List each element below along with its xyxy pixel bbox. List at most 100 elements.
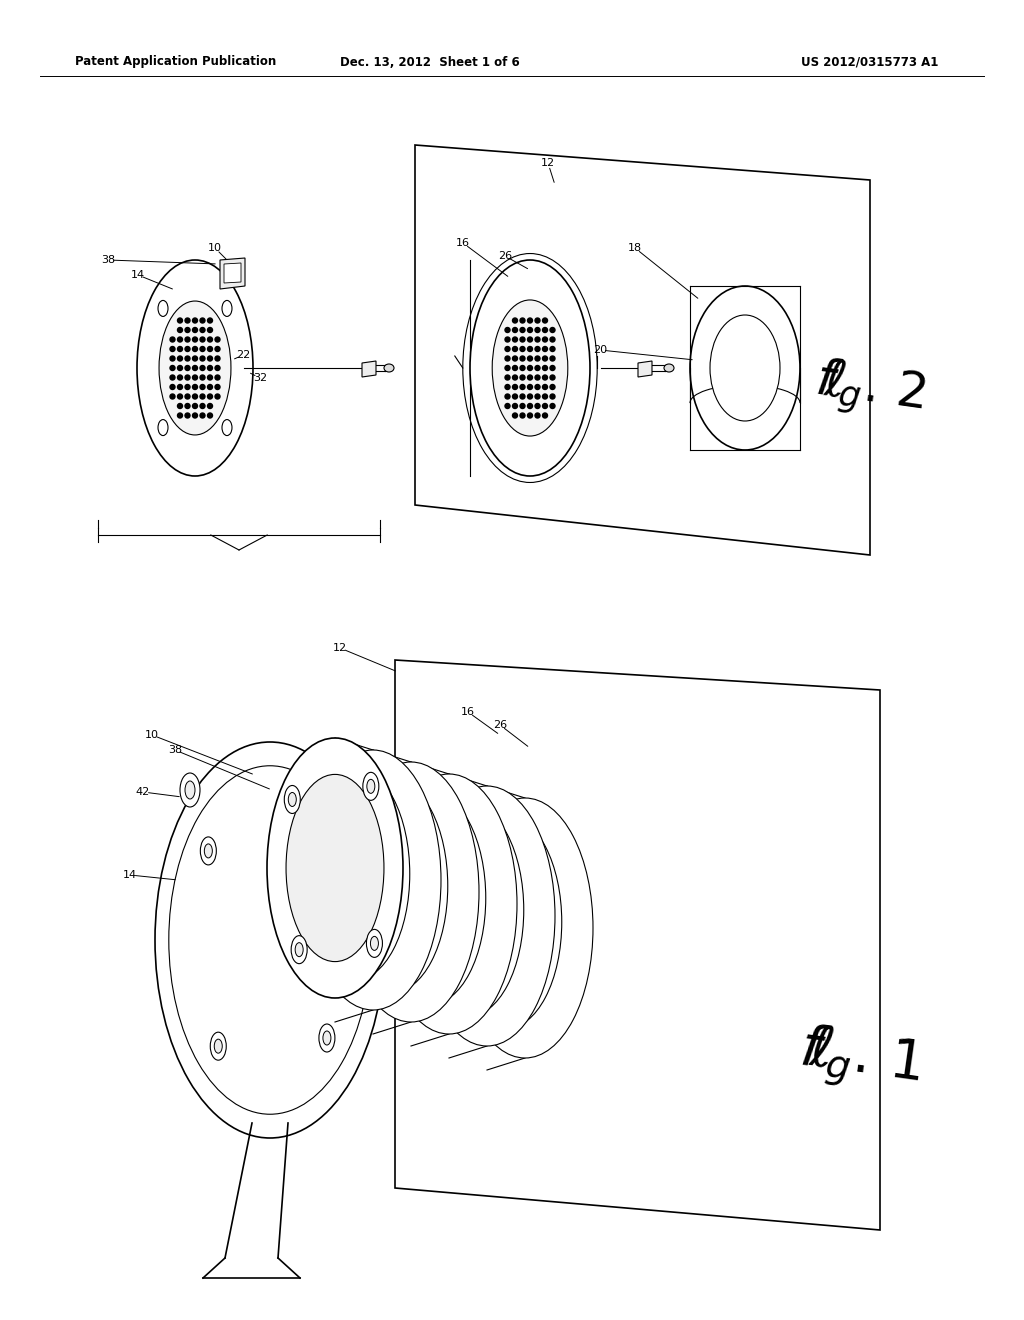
Circle shape [170, 337, 175, 342]
Ellipse shape [371, 936, 379, 950]
Ellipse shape [286, 775, 384, 961]
Polygon shape [220, 257, 245, 289]
Circle shape [543, 384, 548, 389]
Circle shape [177, 337, 182, 342]
Circle shape [170, 346, 175, 351]
Ellipse shape [222, 301, 232, 317]
Ellipse shape [158, 420, 168, 436]
Ellipse shape [493, 300, 567, 436]
Circle shape [550, 366, 555, 371]
Ellipse shape [313, 820, 330, 847]
Text: Dec. 13, 2012  Sheet 1 of 6: Dec. 13, 2012 Sheet 1 of 6 [340, 55, 520, 69]
Polygon shape [395, 660, 880, 1230]
Ellipse shape [158, 301, 168, 317]
Circle shape [535, 366, 540, 371]
Circle shape [170, 356, 175, 360]
Circle shape [215, 366, 220, 371]
Circle shape [520, 366, 525, 371]
Circle shape [208, 393, 213, 399]
Circle shape [512, 413, 517, 418]
Text: 14: 14 [131, 271, 145, 280]
Circle shape [208, 356, 213, 360]
Circle shape [177, 366, 182, 371]
Circle shape [520, 393, 525, 399]
Circle shape [543, 346, 548, 351]
Circle shape [512, 384, 517, 389]
Circle shape [520, 346, 525, 351]
Circle shape [512, 375, 517, 380]
Circle shape [520, 337, 525, 342]
Circle shape [193, 356, 198, 360]
Text: US 2012/0315773 A1: US 2012/0315773 A1 [802, 55, 939, 69]
Ellipse shape [470, 260, 590, 477]
Ellipse shape [451, 816, 562, 1028]
Ellipse shape [664, 364, 674, 372]
Ellipse shape [210, 1032, 226, 1060]
Circle shape [535, 404, 540, 408]
Circle shape [512, 327, 517, 333]
Text: 12: 12 [333, 643, 347, 653]
Circle shape [527, 366, 532, 371]
Circle shape [535, 384, 540, 389]
Circle shape [193, 393, 198, 399]
Circle shape [512, 318, 517, 323]
Circle shape [170, 366, 175, 371]
Circle shape [512, 346, 517, 351]
Circle shape [170, 393, 175, 399]
Circle shape [550, 375, 555, 380]
Circle shape [520, 375, 525, 380]
Circle shape [543, 366, 548, 371]
Circle shape [208, 337, 213, 342]
Circle shape [177, 346, 182, 351]
Text: 10: 10 [145, 730, 159, 741]
Ellipse shape [180, 774, 200, 807]
Ellipse shape [367, 779, 375, 793]
Circle shape [550, 404, 555, 408]
Ellipse shape [291, 936, 307, 964]
Circle shape [512, 356, 517, 360]
Circle shape [208, 327, 213, 333]
Circle shape [193, 327, 198, 333]
Ellipse shape [285, 785, 300, 813]
Text: 26: 26 [493, 719, 507, 730]
Circle shape [200, 337, 205, 342]
Circle shape [193, 318, 198, 323]
Circle shape [185, 384, 190, 389]
Ellipse shape [305, 750, 441, 1010]
Circle shape [527, 327, 532, 333]
Polygon shape [638, 360, 652, 378]
Circle shape [535, 393, 540, 399]
Circle shape [193, 366, 198, 371]
Circle shape [208, 375, 213, 380]
Circle shape [543, 356, 548, 360]
Ellipse shape [185, 781, 195, 799]
Ellipse shape [362, 772, 379, 800]
Text: 26: 26 [498, 251, 512, 261]
Circle shape [215, 356, 220, 360]
Circle shape [177, 404, 182, 408]
Circle shape [200, 346, 205, 351]
Circle shape [193, 413, 198, 418]
Circle shape [505, 366, 510, 371]
Circle shape [185, 318, 190, 323]
Circle shape [215, 346, 220, 351]
Circle shape [527, 346, 532, 351]
Circle shape [550, 346, 555, 351]
Circle shape [543, 393, 548, 399]
Circle shape [177, 393, 182, 399]
Circle shape [185, 413, 190, 418]
Circle shape [185, 366, 190, 371]
Circle shape [170, 384, 175, 389]
Circle shape [185, 404, 190, 408]
Ellipse shape [413, 804, 523, 1016]
Ellipse shape [137, 260, 253, 477]
Ellipse shape [384, 364, 394, 372]
Circle shape [527, 375, 532, 380]
Circle shape [185, 337, 190, 342]
Circle shape [170, 375, 175, 380]
Circle shape [527, 413, 532, 418]
Circle shape [185, 356, 190, 360]
Circle shape [550, 337, 555, 342]
Circle shape [535, 346, 540, 351]
Polygon shape [415, 145, 870, 554]
